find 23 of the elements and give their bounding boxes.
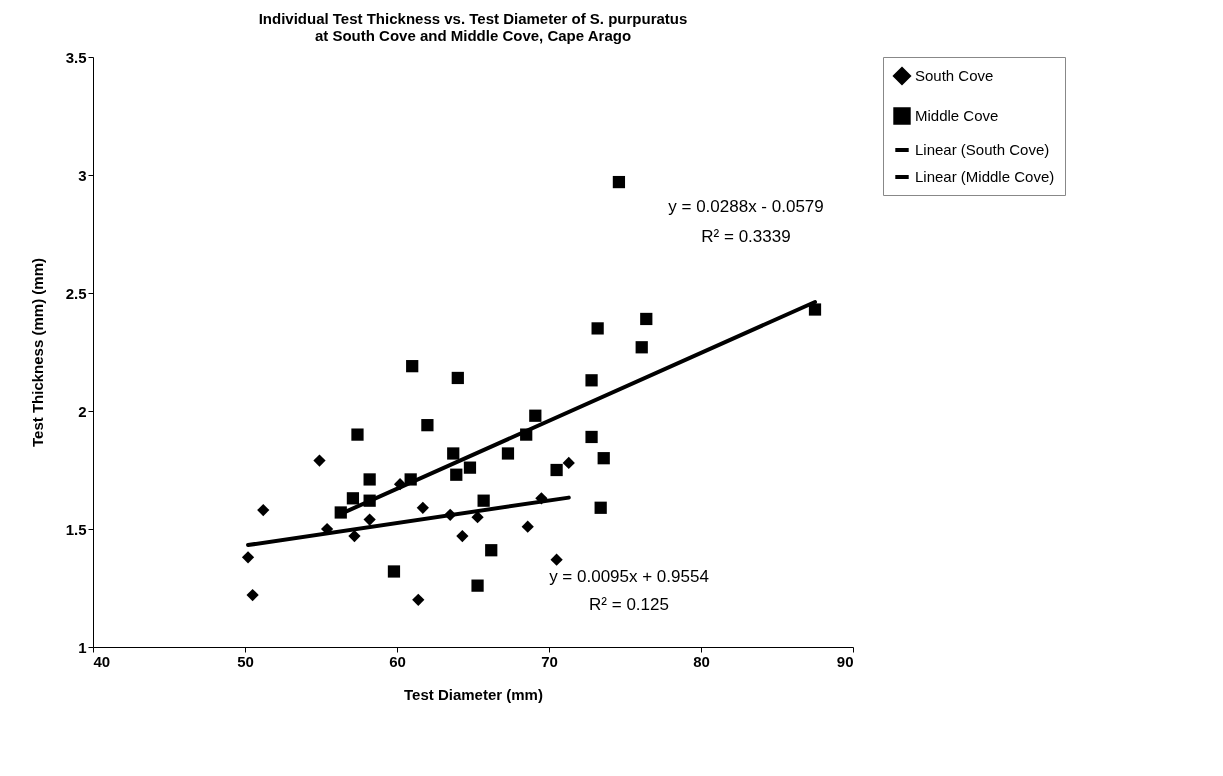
y-tick-label: 3.5 <box>65 48 87 66</box>
x-tick-label: 50 <box>237 652 254 670</box>
x-tick-label: 70 <box>541 652 558 670</box>
y-axis-title: Test Thickness (mm) (mm) <box>28 258 46 447</box>
annotation: y = 0.0288x - 0.0579 <box>668 197 824 216</box>
y-tick-label: 3 <box>78 166 87 184</box>
y-tick-label: 2.5 <box>65 284 87 302</box>
annotation: R² = 0.125 <box>589 595 669 614</box>
x-axis-title: Test Diameter (mm) <box>404 685 543 703</box>
chart-title: Individual Test Thickness vs. Test Diameter of S. purpuratus at South Cove and Middle Cove, Cape Arago <box>258 10 688 44</box>
legend-label: South Cove <box>915 67 994 84</box>
x-tick-label: 60 <box>389 652 406 670</box>
legend-label: Linear (Middle Cove) <box>915 168 1055 185</box>
y-tick-label: 1.5 <box>65 520 87 538</box>
x-tick-label: 40 <box>93 652 111 670</box>
y-tick-label: 1 <box>78 638 87 656</box>
legend-label: Middle Cove <box>915 107 999 124</box>
legend-label: Linear (South Cove) <box>915 141 1050 158</box>
y-tick-label: 2 <box>78 402 87 420</box>
x-tick-label: 90 <box>836 652 854 670</box>
annotation: R² = 0.3339 <box>701 227 791 246</box>
annotation: y = 0.0095x + 0.9554 <box>549 567 709 586</box>
x-tick-label: 80 <box>693 652 710 670</box>
